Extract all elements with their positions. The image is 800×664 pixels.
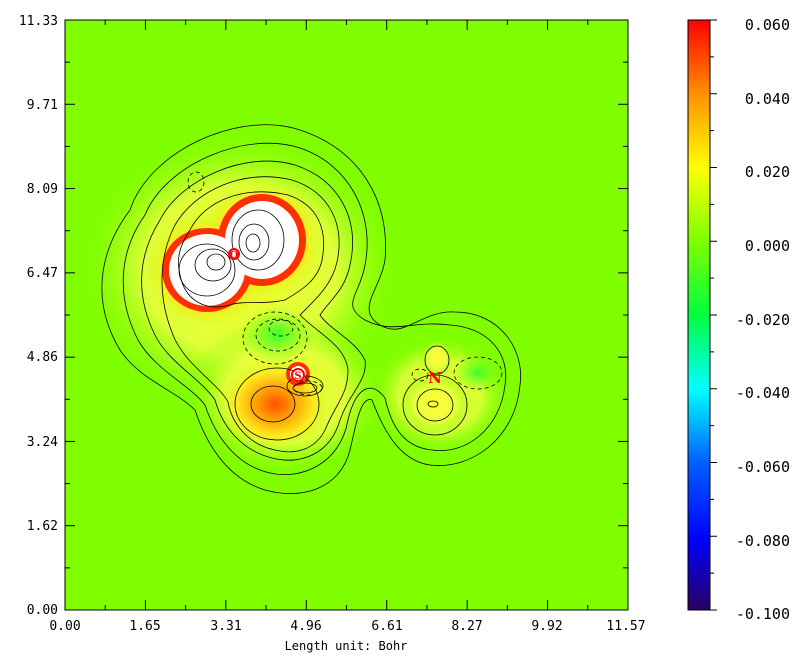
x-tick-label: 8.27 (451, 619, 482, 634)
colorbar-label: 0.000 (745, 237, 790, 255)
contour-n-2 (416, 388, 454, 422)
neg-contour-s (293, 380, 323, 396)
x-tick-label: 9.92 (531, 619, 562, 634)
y-tick-label: 9.71 (27, 98, 58, 113)
colorbar: 0.060 0.040 0.020 0.000 -0.020 -0.040 -0… (687, 16, 790, 623)
colorbar-label: 0.060 (745, 16, 790, 34)
contour-outer (101, 124, 522, 494)
x-tick-label: 0.00 (49, 619, 80, 634)
atom-label-s: S (294, 371, 301, 382)
lobe-left-core (169, 234, 245, 306)
contour-left-inner-2 (194, 248, 232, 282)
contour-s-2 (292, 382, 318, 394)
neg-contour-upper-1 (242, 311, 308, 365)
x-axis: 0.00 1.65 3.31 4.96 6.61 8.27 9.92 11.57… (49, 619, 645, 653)
neg-contour-n-left (411, 368, 429, 382)
x-tick-label: 4.96 (290, 619, 321, 634)
x-tick-label: 11.57 (606, 619, 645, 634)
tick-marks (64, 19, 629, 611)
negative-contours (187, 171, 503, 396)
colorbar-label: -0.040 (736, 384, 790, 402)
neg-contour-upper-3 (268, 319, 294, 337)
neg-contour-tiny (187, 171, 205, 193)
contour-2 (122, 142, 507, 475)
contour-4 (161, 176, 349, 453)
x-axis-title: Length unit: Bohr (285, 639, 408, 653)
y-axis: 0.00 1.62 3.24 4.86 6.47 8.09 9.71 11.33 (19, 14, 58, 618)
x-tick-label: 3.31 (210, 619, 241, 634)
contour-lines (101, 124, 522, 494)
negative-pocket-upper (239, 305, 315, 365)
contour-5 (178, 191, 325, 308)
atom-s-marker (291, 368, 305, 382)
contour-right-inner-3 (245, 233, 261, 253)
contour-left-inner (178, 243, 236, 297)
contour-right-inner-2 (238, 223, 270, 261)
y-tick-label: 6.47 (27, 266, 58, 281)
contour-lower-2 (250, 385, 296, 423)
colorbar-gradient (688, 20, 710, 610)
maximum-n (400, 374, 470, 434)
colorbar-label: -0.020 (736, 311, 790, 329)
maximum-lower (220, 359, 330, 449)
colorbar-label: 0.020 (745, 163, 790, 181)
contour-left-inner-3 (206, 253, 226, 271)
negative-pocket-right (453, 355, 503, 391)
lobe-right-core (225, 201, 299, 279)
atom-labels: O S N (228, 248, 442, 387)
contour-3 (141, 160, 366, 461)
y-tick-label: 1.62 (27, 519, 58, 534)
y-tick-label: 4.86 (27, 350, 58, 365)
colorbar-label: 0.040 (745, 90, 790, 108)
contour-n-top (424, 345, 450, 375)
contour-lower-1 (234, 367, 320, 441)
colorbar-label: -0.060 (736, 458, 790, 476)
x-tick-label: 6.61 (371, 619, 402, 634)
density-field (80, 124, 522, 494)
colorbar-label: -0.100 (736, 605, 790, 623)
y-tick-label: 8.09 (27, 182, 58, 197)
y-tick-label: 11.33 (19, 14, 58, 29)
contour-n-3 (427, 400, 439, 408)
atom-label-o: O (230, 250, 239, 261)
neg-contour-right (453, 356, 503, 390)
colorbar-ticks (710, 19, 717, 611)
atom-o-marker (228, 248, 240, 260)
x-tick-label: 1.65 (129, 619, 160, 634)
atom-label-n: N (428, 369, 442, 387)
colorbar-label: -0.080 (736, 532, 790, 550)
contour-n-1 (402, 374, 468, 436)
contour-right-inner (231, 209, 285, 271)
contour-s-1 (286, 375, 324, 397)
neg-contour-upper-2 (255, 318, 301, 352)
y-tick-label: 0.00 (27, 603, 58, 618)
y-tick-label: 3.24 (27, 435, 58, 450)
